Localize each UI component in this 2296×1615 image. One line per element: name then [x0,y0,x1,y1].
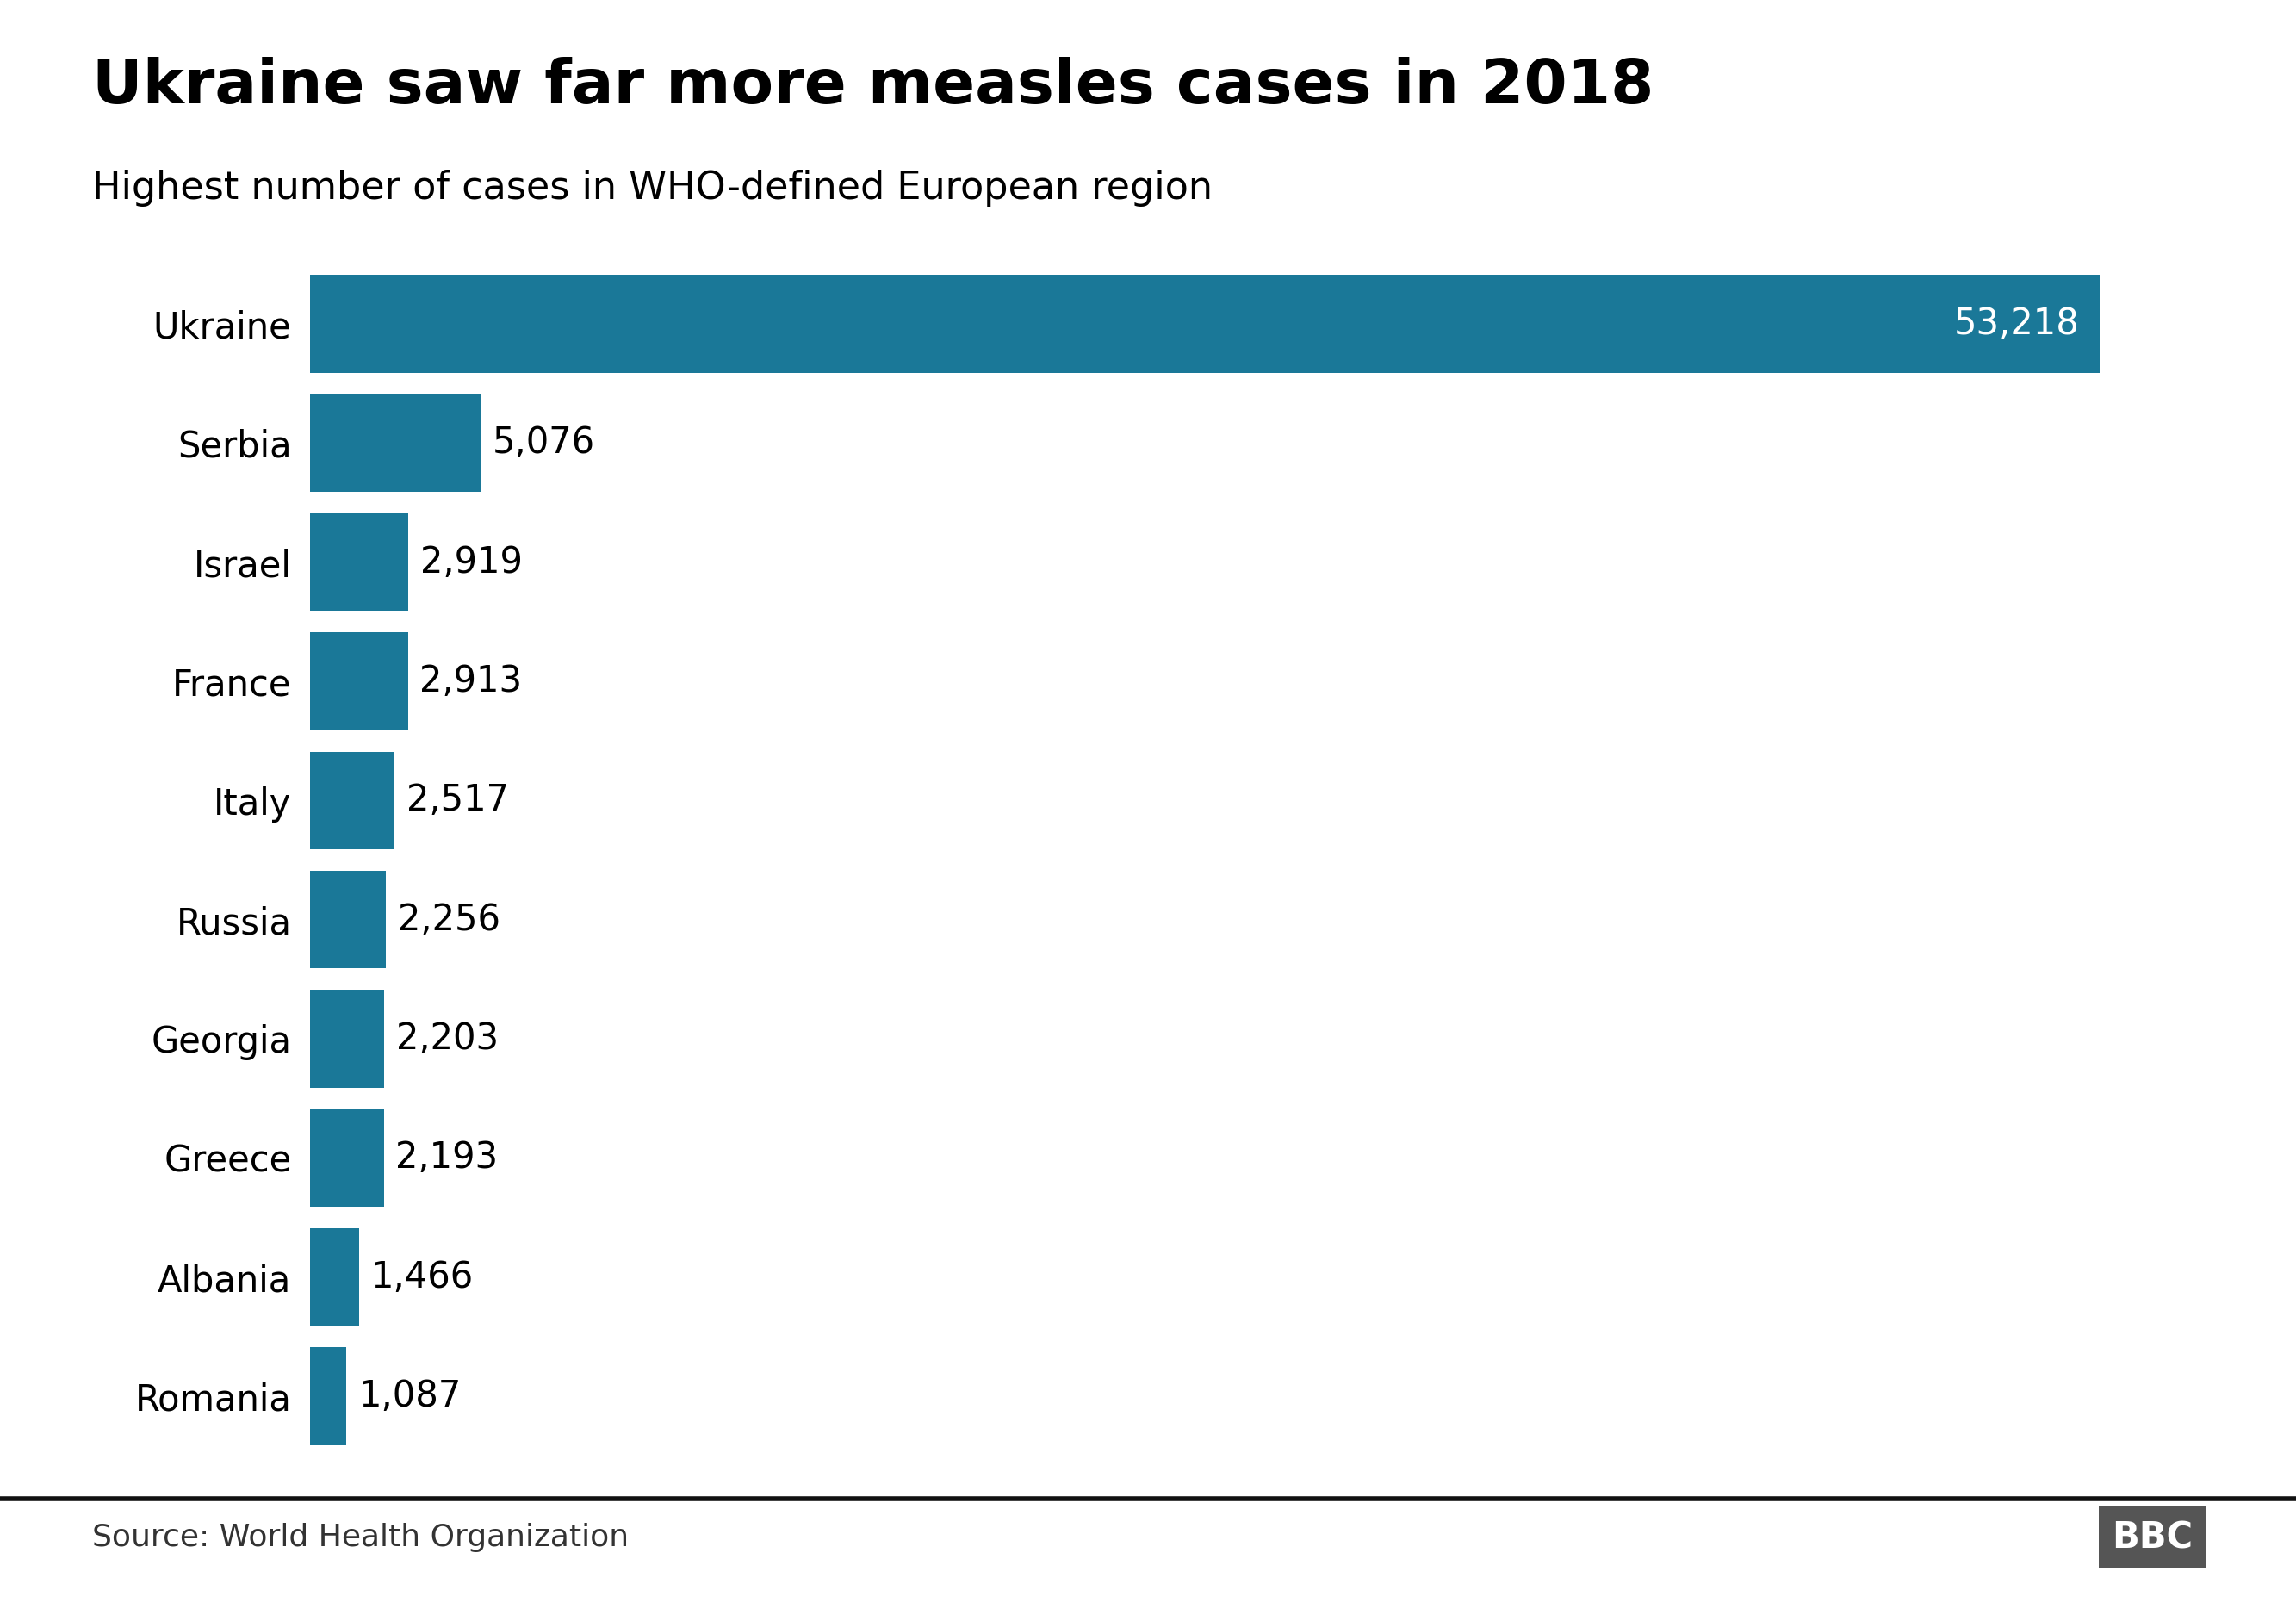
Bar [310,870,386,969]
Text: Highest number of cases in WHO-defined European region: Highest number of cases in WHO-defined E… [92,170,1212,207]
Text: 1,466: 1,466 [372,1258,473,1295]
Text: 1,087: 1,087 [358,1378,461,1415]
Bar [310,1347,347,1445]
Text: 5,076: 5,076 [491,425,595,462]
Bar [310,751,395,849]
Bar [310,394,480,493]
Text: 53,218: 53,218 [1954,305,2080,342]
Text: 2,203: 2,203 [395,1021,498,1056]
Text: Ukraine saw far more measles cases in 2018: Ukraine saw far more measles cases in 20… [92,57,1653,116]
Text: 2,256: 2,256 [397,901,501,938]
Text: 2,193: 2,193 [395,1140,498,1176]
Text: 2,919: 2,919 [420,544,521,580]
Text: 2,913: 2,913 [420,664,521,699]
Bar [310,1227,358,1326]
Text: Source: World Health Organization: Source: World Health Organization [92,1523,629,1552]
Text: 2,517: 2,517 [406,782,510,819]
Bar [310,514,409,610]
Bar [310,1110,383,1206]
Bar [310,990,383,1087]
Bar [310,633,409,730]
Bar [310,275,2101,373]
Text: BBC: BBC [2112,1520,2193,1555]
